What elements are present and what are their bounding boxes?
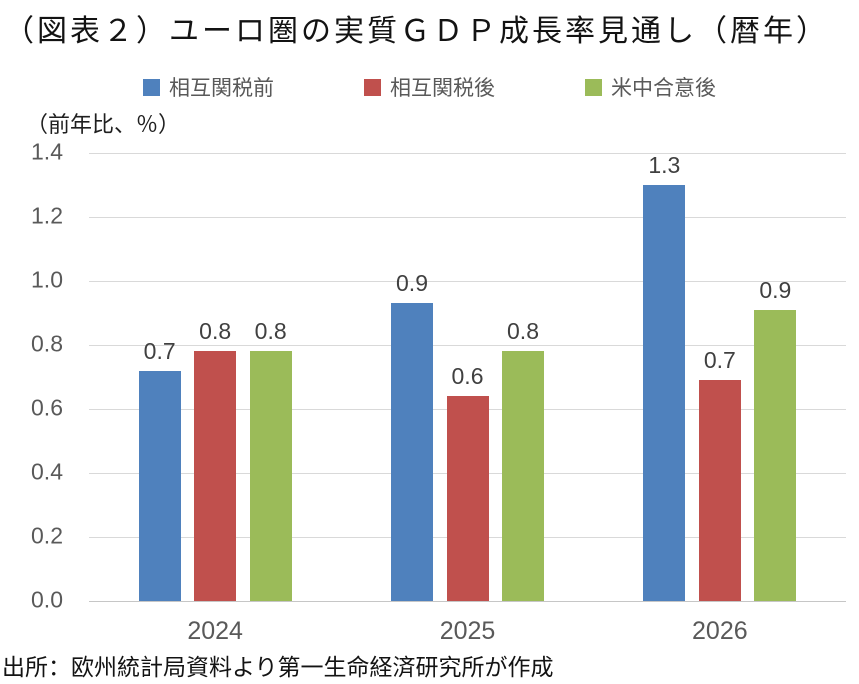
gridline (89, 281, 846, 282)
y-axis-tick-label: 0.2 (31, 522, 63, 549)
x-axis-tick-label: 2026 (692, 617, 748, 645)
bar-value-label: 0.8 (199, 318, 232, 345)
gridline (89, 153, 846, 154)
bar-2024-相互関税後 (194, 351, 237, 601)
y-axis-unit-label: （前年比、％） (26, 112, 181, 137)
gridline (89, 601, 846, 602)
y-axis-tick-label: 0.6 (31, 394, 63, 421)
bar-value-label: 0.6 (451, 363, 484, 390)
bar-2026-相互関税後 (698, 380, 741, 601)
legend-swatch-green (585, 78, 602, 96)
bar-value-label: 0.9 (396, 270, 428, 297)
bar-2024-相互関税前 (138, 370, 181, 601)
chart-title: （図表２）ユーロ圏の実質ＧＤＰ成長率見通し（暦年） (4, 15, 829, 48)
bar-2026-米中合意後 (754, 309, 797, 601)
bar-value-label: 0.7 (143, 337, 176, 364)
bar-value-label: 1.3 (648, 152, 681, 178)
source-note: 出所：欧州統計局資料より第一生命経済研究所が作成 (2, 654, 554, 680)
bar-value-label: 0.9 (759, 276, 792, 303)
bar-2026-相互関税前 (643, 185, 686, 601)
x-axis-tick-label: 2025 (439, 617, 496, 645)
legend-item-us-china-deal: 米中合意後 (585, 72, 716, 102)
legend-item-post-tariff: 相互関税後 (364, 72, 495, 102)
x-axis-tick-label: 2024 (187, 617, 243, 645)
bar-2024-米中合意後 (249, 351, 292, 601)
bar-value-label: 0.8 (507, 318, 539, 345)
plot-area: 1.4 1.2 1.0 0.8 0.6 0.4 0.2 0.0 0.7 0.8 0.8 2024 0.9… (31, 138, 846, 645)
legend-item-pre-tariff: 相互関税前 (143, 72, 274, 102)
gridline (89, 345, 846, 346)
y-axis-tick-label: 1.4 (31, 138, 63, 165)
y-axis-tick-label: 0.0 (31, 586, 63, 613)
bar-value-label: 0.8 (254, 318, 287, 345)
legend-label-pre-tariff: 相互関税前 (169, 77, 274, 100)
gridline (89, 217, 846, 218)
bar-2025-米中合意後 (502, 351, 544, 601)
y-axis-tick-label: 0.4 (31, 458, 63, 485)
bar-2025-相互関税後 (446, 396, 489, 601)
legend-label-us-china-deal: 米中合意後 (611, 77, 716, 100)
y-axis-tick-label: 1.0 (31, 266, 63, 293)
legend-label-post-tariff: 相互関税後 (390, 77, 495, 100)
bar-2025-相互関税前 (391, 303, 433, 601)
legend: 相互関税前 相互関税後 米中合意後 (0, 72, 859, 102)
legend-swatch-red (364, 78, 381, 96)
y-axis-tick-label: 1.2 (31, 202, 63, 229)
bar-value-label: 0.7 (703, 347, 736, 374)
y-axis-tick-label: 0.8 (31, 330, 63, 357)
legend-swatch-blue (143, 78, 160, 96)
